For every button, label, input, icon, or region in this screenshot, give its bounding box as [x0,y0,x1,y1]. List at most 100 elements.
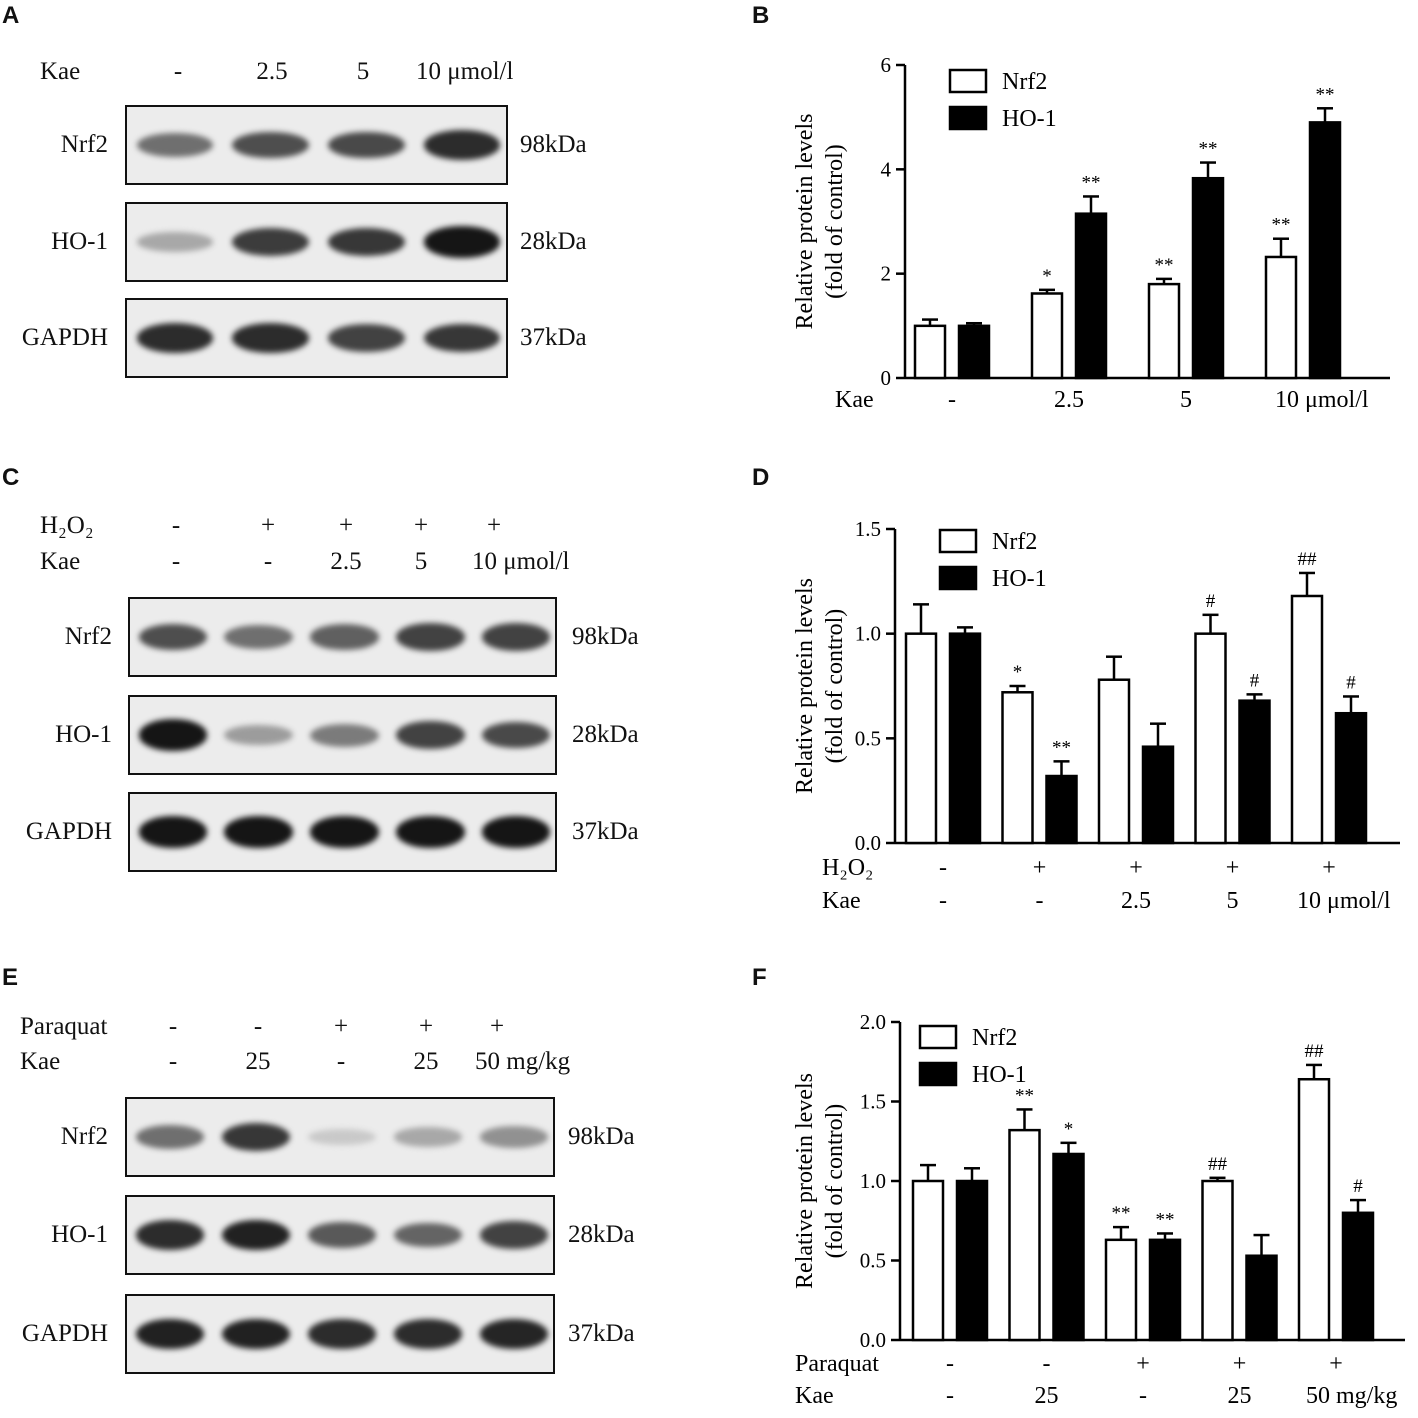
protein-band [136,133,214,157]
protein-band [224,724,293,746]
legend-label: Nrf2 [992,529,1037,555]
condition-value: - [168,1048,178,1075]
condition-value: - [946,1383,954,1409]
blot-gapdh-box [128,792,557,872]
protein-band [479,1221,549,1249]
condition-value: 5 [414,548,428,575]
protein-band [135,1125,205,1149]
protein-band [221,1219,291,1251]
protein-band [423,323,501,353]
protein-name-label: HO-1 [55,721,112,748]
protein-band [328,324,405,352]
condition-value: - [168,1013,178,1040]
blot-nrf2-box [125,105,508,185]
y-tick-label: 0.0 [860,1328,886,1352]
condition-label: Paraquat [20,1013,108,1040]
protein-band [423,226,501,258]
protein-name-label: HO-1 [51,1221,108,1248]
protein-band [479,1319,549,1349]
significance-label: ** [1155,255,1174,276]
condition-value: 5 [356,58,370,85]
condition-value: 25 [413,1048,439,1075]
y-tick-label: 1.5 [855,517,881,541]
protein-name-label: GAPDH [21,1320,108,1347]
significance-label: * [1013,662,1023,683]
bar-nrf2 [1297,1077,1331,1342]
protein-band [423,130,501,160]
condition-label: Kae [795,1383,834,1409]
molecular-weight-label: 28kDa [568,1221,635,1248]
bar-nrf2 [904,632,938,845]
bar-ho-1 [1052,1152,1085,1342]
protein-band [224,625,293,649]
significance-label: ** [1156,1209,1175,1230]
condition-value: - [1036,888,1044,914]
condition-value: 2.5 [330,548,362,575]
protein-band [232,131,309,159]
condition-value: 2.5 [1121,888,1151,914]
condition-value: + [1129,855,1143,881]
protein-band [307,1319,377,1349]
blot-nrf2-box [125,1097,555,1177]
condition-value: - [336,1048,346,1075]
legend-label: HO-1 [972,1062,1027,1088]
protein-band [232,323,309,353]
condition-value: - [253,1013,263,1040]
y-axis-label: (fold of control) [822,144,848,299]
bar-nrf2 [1194,632,1227,845]
condition-value: 10 μmol/l [472,548,570,575]
condition-value: 25 [1228,1383,1252,1409]
protein-band [221,1122,291,1152]
protein-band [138,719,208,751]
legend-label: HO-1 [992,566,1047,592]
condition-value: + [1329,1351,1343,1377]
condition-value: + [333,1013,349,1040]
bar-nrf2 [911,1179,945,1342]
condition-value: 50 mg/kg [475,1048,571,1075]
condition-value: - [171,512,181,539]
protein-band [307,1222,377,1248]
y-tick-label: 0.5 [860,1249,886,1273]
bar-nrf2 [1290,594,1324,845]
significance-label: # [1353,1176,1363,1197]
protein-band [310,816,379,848]
condition-value: - [948,387,956,413]
bar-ho-1 [1238,699,1271,845]
condition-value: + [260,512,276,539]
molecular-weight-label: 37kDa [572,818,639,845]
condition-value: 10 μmol/l [416,58,514,85]
bar-chart-f: 0.0 0.5 1.0 1.5 2.0 Relative protein levels (f… [792,1010,1405,1409]
panel-letter-c: C [2,464,20,491]
bar-nrf2 [1008,1128,1041,1342]
blot-gapdh-box [125,1294,555,1374]
significance-label: ** [1015,1085,1034,1106]
bar-nrf2 [1104,1238,1138,1342]
condition-value: + [1226,855,1240,881]
condition-value: 10 μmol/l [1275,387,1369,413]
bar-ho-1 [1074,212,1108,380]
bar-ho-1 [1308,121,1342,380]
legend-label: Nrf2 [972,1025,1017,1051]
y-axis-label: Relative protein levels [792,578,818,794]
significance-label: # [1206,591,1216,612]
panel-letter-f: F [752,964,767,991]
significance-label: # [1346,672,1356,693]
condition-value: - [939,888,947,914]
protein-band [135,1220,205,1250]
condition-label: Kae [40,58,81,85]
y-tick-label: 2 [881,262,892,286]
bar-nrf2 [1201,1179,1234,1342]
bar-chart-b: 0 2 4 6 Relative protein levels (fold of cont… [792,53,1390,413]
blot-gapdh-box [125,298,508,378]
protein-name-label: Nrf2 [60,131,108,158]
bar-ho-1 [948,632,982,845]
legend-label: HO-1 [1002,106,1057,132]
condition-value: + [1136,1351,1150,1377]
bar-ho-1 [1148,1238,1182,1342]
legend-label: Nrf2 [1002,69,1047,95]
protein-band [310,723,379,747]
condition-value: 25 [245,1048,271,1075]
panel-letter-a: A [2,2,20,29]
bar-nrf2 [913,324,947,380]
condition-value: + [413,512,429,539]
